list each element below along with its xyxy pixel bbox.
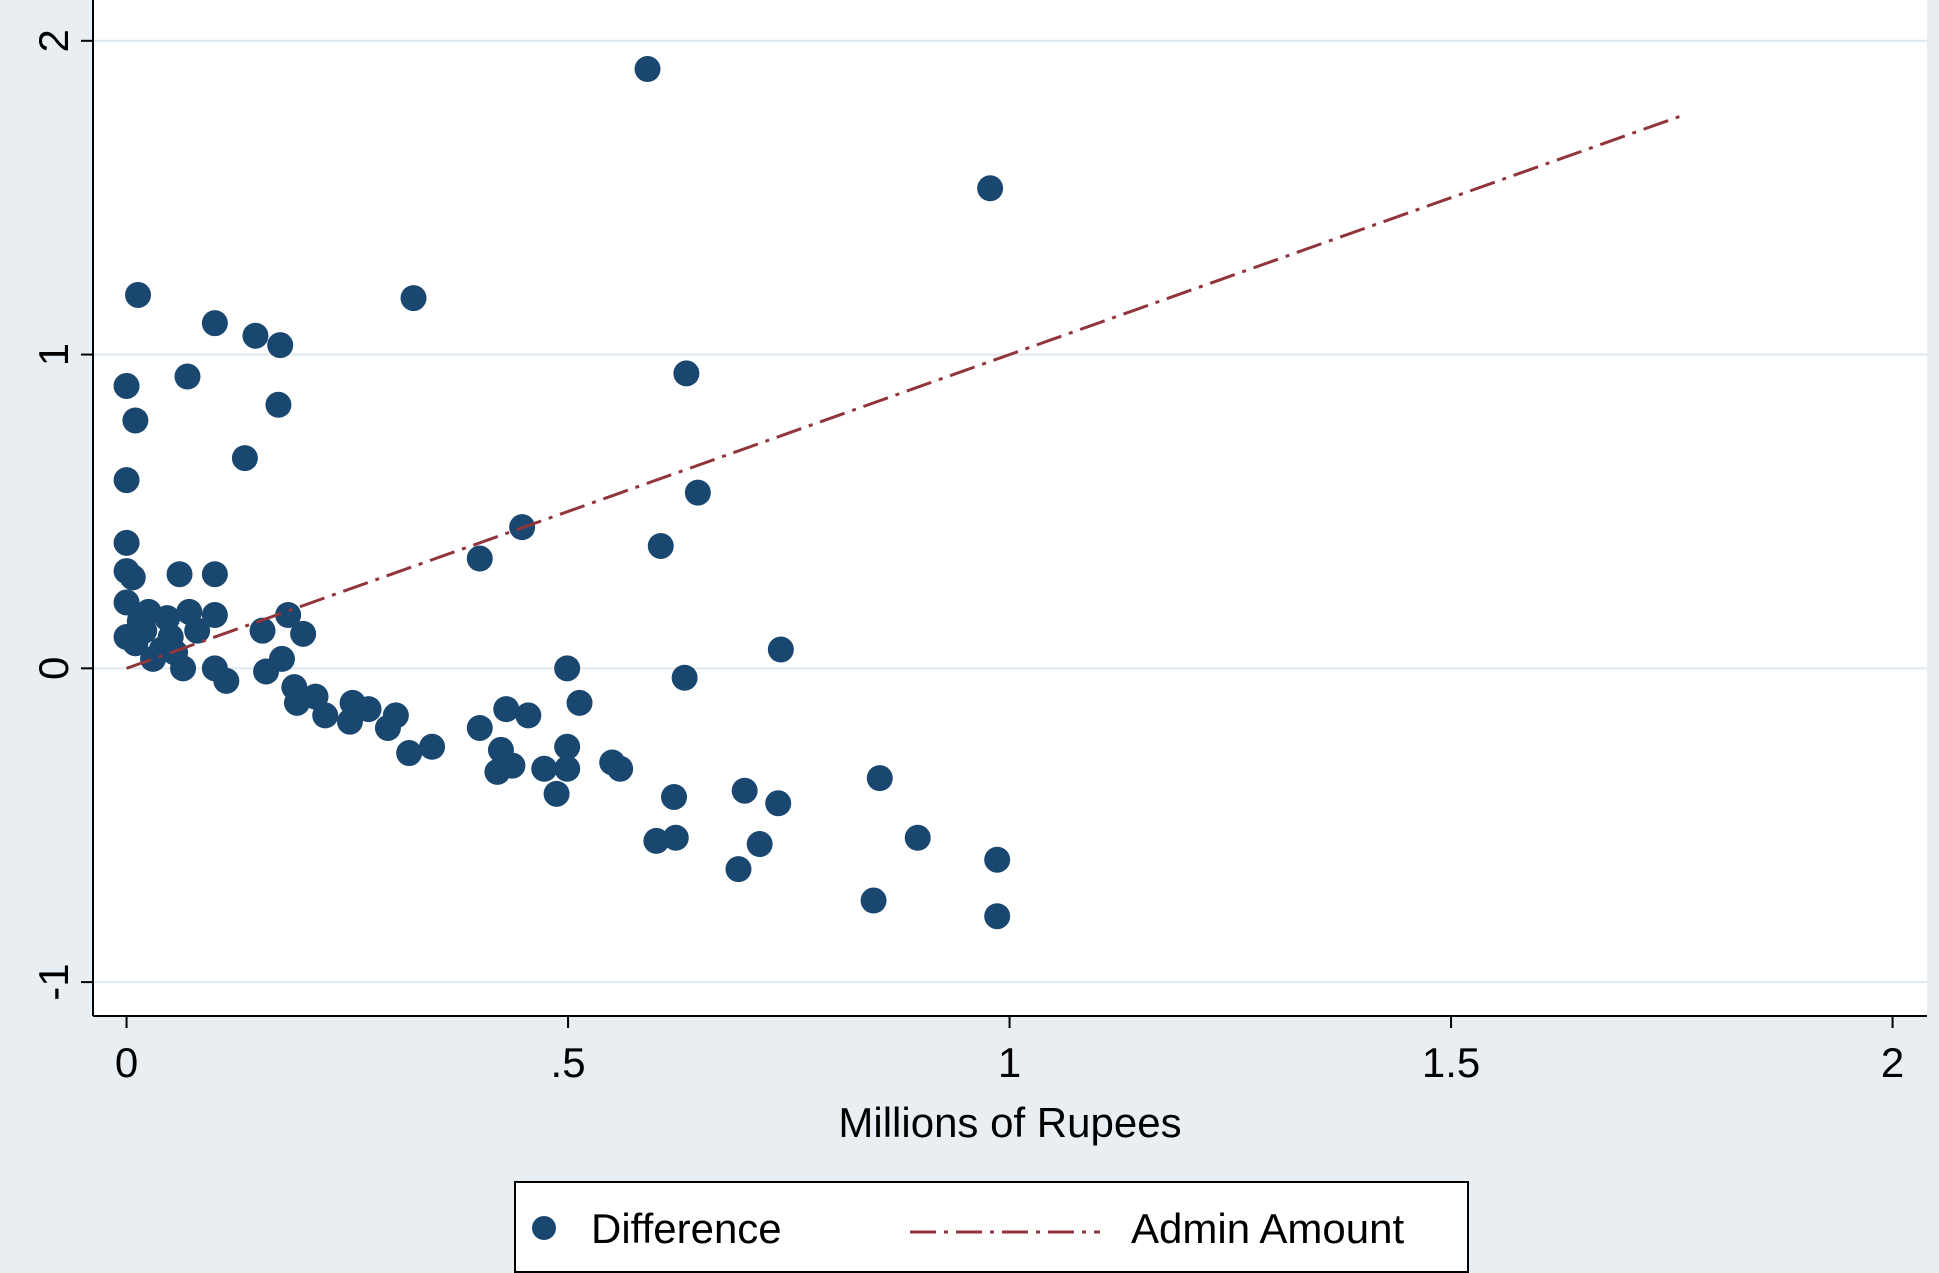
legend-marker: [532, 1216, 556, 1240]
point: [554, 755, 581, 782]
point: [725, 856, 752, 883]
point: [275, 601, 302, 628]
point: [419, 733, 446, 760]
point: [673, 360, 700, 387]
legend-box: [514, 1181, 1469, 1273]
y-tick-label: 2: [30, 29, 77, 52]
point: [767, 636, 794, 663]
point: [201, 601, 228, 628]
point: [731, 777, 758, 804]
point: [267, 332, 294, 359]
point: [242, 322, 269, 349]
point: [977, 175, 1004, 202]
point: [647, 532, 674, 559]
point: [201, 561, 228, 588]
y-tick-label: -1: [30, 963, 77, 1000]
point: [249, 617, 276, 644]
point: [268, 645, 295, 672]
x-tick-label: 2: [1881, 1039, 1904, 1086]
x-tick-label: 1: [998, 1039, 1021, 1086]
point: [607, 755, 634, 782]
point: [113, 529, 140, 556]
point: [671, 664, 698, 691]
x-tick-label: 1.5: [1422, 1039, 1480, 1086]
point: [984, 903, 1011, 930]
point: [201, 310, 228, 337]
point: [860, 887, 887, 914]
point: [166, 561, 193, 588]
point: [382, 702, 409, 729]
point: [634, 56, 661, 83]
point: [866, 765, 893, 792]
legend-label: Difference: [591, 1205, 782, 1252]
point: [466, 714, 493, 741]
point: [554, 733, 581, 760]
x-axis-title: Millions of Rupees: [838, 1099, 1181, 1146]
y-tick-label: 0: [30, 657, 77, 680]
point: [125, 281, 152, 308]
point: [643, 827, 670, 854]
plot-area: [93, 0, 1927, 1016]
point: [543, 780, 570, 807]
point: [290, 620, 317, 647]
point: [662, 824, 689, 851]
point: [113, 372, 140, 399]
point: [396, 740, 423, 767]
point: [122, 407, 149, 434]
point: [174, 363, 201, 390]
point: [684, 479, 711, 506]
y-tick-label: 1: [30, 343, 77, 366]
point: [466, 545, 493, 572]
point: [231, 445, 258, 472]
point: [355, 696, 382, 723]
point: [265, 391, 292, 418]
point: [554, 655, 581, 682]
point: [984, 846, 1011, 873]
point: [515, 702, 542, 729]
point: [126, 608, 153, 635]
point: [140, 645, 167, 672]
point: [531, 755, 558, 782]
point: [400, 285, 427, 312]
point: [765, 790, 792, 817]
x-tick-label: .5: [551, 1039, 586, 1086]
point: [184, 617, 211, 644]
x-tick-label: 0: [115, 1039, 138, 1086]
point: [746, 831, 773, 858]
point: [566, 689, 593, 716]
point: [493, 696, 520, 723]
point: [904, 824, 931, 851]
point: [113, 467, 140, 494]
point: [113, 589, 140, 616]
point: [119, 564, 146, 591]
point: [499, 752, 526, 779]
point: [213, 667, 240, 694]
point: [312, 702, 339, 729]
point: [661, 783, 688, 810]
legend-label: Admin Amount: [1131, 1205, 1404, 1252]
